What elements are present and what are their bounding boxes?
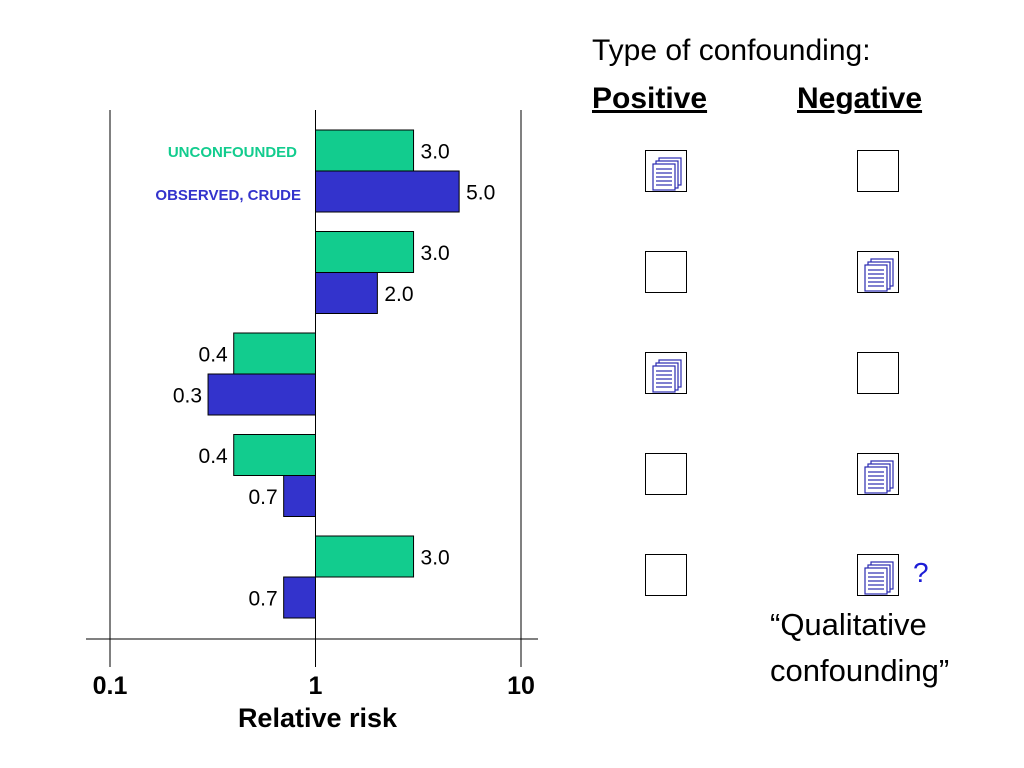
- bar-value-label: 0.7: [248, 588, 277, 611]
- bar-value-label: 0.4: [199, 344, 229, 367]
- bar-value-label: 0.3: [173, 385, 202, 408]
- observed-series-label: OBSERVED, CRUDE: [155, 187, 301, 204]
- unconfounded-series-label: UNCONFOUNDED: [168, 144, 297, 161]
- x-axis-title: Relative risk: [238, 703, 398, 733]
- observed-bar: [283, 576, 316, 619]
- negative-confounding-checkbox[interactable]: [857, 251, 899, 293]
- positive-confounding-checkbox[interactable]: [645, 352, 687, 394]
- unconfounded-bar: [233, 332, 316, 375]
- negative-confounding-checkbox[interactable]: [857, 554, 899, 596]
- document-stack-icon: [650, 357, 686, 398]
- positive-column-header: Positive: [592, 82, 708, 115]
- document-stack-icon: [862, 458, 898, 499]
- x-tick-label: 1: [309, 672, 323, 700]
- qualitative-note-line1: “Qualitative: [770, 607, 927, 642]
- bar-value-label: 2.0: [384, 283, 413, 306]
- bar-value-label: 3.0: [421, 141, 450, 164]
- observed-bar: [315, 272, 378, 314]
- bar-value-label: 0.7: [248, 486, 277, 509]
- negative-column-header: Negative: [797, 82, 923, 115]
- panel-title: Type of confounding:: [592, 34, 871, 67]
- document-stack-icon: [862, 559, 898, 600]
- positive-confounding-checkbox[interactable]: [645, 150, 687, 192]
- unconfounded-bar: [315, 129, 415, 172]
- bar-value-label: 5.0: [466, 182, 495, 205]
- x-tick-label: 0.1: [93, 672, 128, 700]
- observed-bar: [283, 475, 316, 517]
- observed-bar: [207, 373, 316, 416]
- relative-risk-chart: 3.0 3.0 0.4 0.4 3.0 5.0 2.0 0.3 0.7 0.7 UNCONFOUND…: [86, 110, 538, 733]
- qualitative-note-line2: confounding”: [770, 653, 950, 688]
- positive-confounding-checkbox[interactable]: [645, 453, 687, 495]
- document-stack-icon: [862, 256, 898, 297]
- positive-confounding-checkbox[interactable]: [645, 554, 687, 596]
- negative-confounding-checkbox[interactable]: [857, 150, 899, 192]
- bar-value-label: 0.4: [199, 445, 229, 468]
- negative-confounding-checkbox[interactable]: [857, 453, 899, 495]
- unconfounded-bar: [315, 231, 415, 273]
- bar-value-label: 3.0: [421, 547, 450, 570]
- document-stack-icon: [650, 155, 686, 196]
- negative-confounding-checkbox[interactable]: [857, 352, 899, 394]
- x-tick-label: 10: [507, 672, 535, 700]
- unconfounded-bar: [233, 434, 316, 476]
- bar-value-label: 3.0: [421, 242, 450, 265]
- positive-confounding-checkbox[interactable]: [645, 251, 687, 293]
- observed-bar: [315, 170, 460, 213]
- question-mark: ?: [913, 557, 929, 588]
- unconfounded-bar: [315, 535, 415, 578]
